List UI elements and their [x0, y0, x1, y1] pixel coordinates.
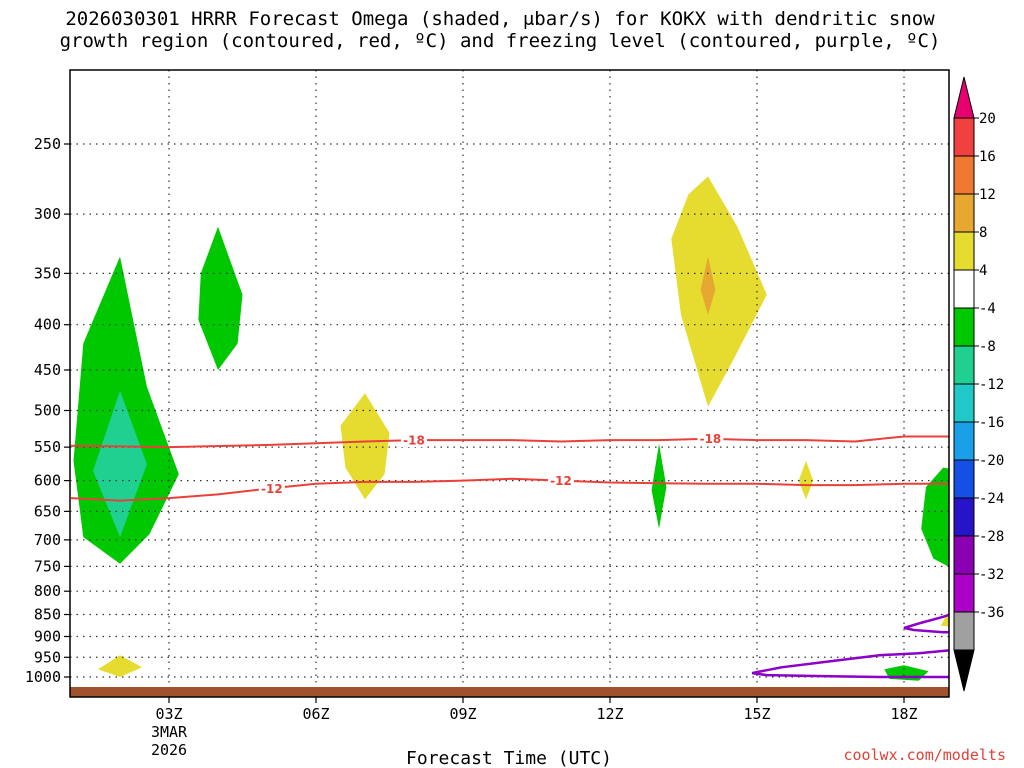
title-line-1: 2026030301 HRRR Forecast Omega (shaded, …: [65, 8, 935, 30]
x-tick-label: 15Z: [743, 705, 770, 723]
dgz-contour--12: [70, 477, 949, 502]
omega-feature-8: [700, 256, 716, 315]
colorbar-band: [953, 421, 975, 461]
colorbar-band: [953, 459, 975, 499]
colorbar-band: [953, 573, 975, 613]
y-tick-label: 450: [34, 361, 61, 379]
x-tick-label: 18Z: [890, 705, 917, 723]
colorbar-bottom-arrow: [953, 649, 975, 692]
plot-frame: [69, 69, 950, 698]
contour-label-bg: [548, 473, 574, 488]
x-axis-title: Forecast Time (UTC): [406, 748, 612, 768]
y-tick-label: 250: [34, 135, 61, 153]
contour-label-bg: [258, 481, 285, 496]
contour-label--18: -18: [700, 432, 722, 446]
omega-feature-10: [98, 655, 143, 677]
omega-feature-7: [671, 176, 767, 407]
chart-title: 2026030301 HRRR Forecast Omega (shaded, …: [0, 8, 1000, 52]
y-tick-label: 700: [34, 531, 61, 549]
colorbar-band: [953, 497, 975, 537]
colorbar-band: [953, 193, 975, 233]
omega-feature-6: [340, 393, 390, 500]
colorbar-label: -12: [979, 377, 1004, 393]
y-tick-label: 850: [34, 606, 61, 624]
contour-label--12: -12: [261, 482, 283, 496]
y-tick-label: 950: [34, 648, 61, 666]
y-axis: 250 300 350 400 450 500 550 600 650 700 750 800 850 9…: [25, 135, 70, 686]
y-tick-label: 650: [34, 502, 61, 520]
terrain-strip: [70, 687, 949, 697]
y-tick-label: 400: [34, 316, 61, 334]
y-tick-label: 750: [34, 557, 61, 575]
omega-feature-3: [651, 443, 667, 529]
y-tick-label: 300: [34, 205, 61, 223]
colorbar-band: [953, 231, 975, 271]
contour-label--18: -18: [403, 434, 425, 448]
colorbar-label: -24: [979, 491, 1004, 507]
colorbar-band: [953, 117, 975, 157]
omega-feature-11: [940, 616, 949, 627]
freezing-level-contour: [751, 613, 949, 679]
x-year-label: 2026: [151, 741, 187, 759]
y-tick-label: 500: [34, 402, 61, 420]
credit-link[interactable]: coolwx.com/modelts: [843, 746, 1006, 764]
colorbar-band: [953, 345, 975, 385]
contour-label-bg: [401, 433, 427, 448]
y-tick-label: 550: [34, 438, 61, 456]
x-tick-label: 12Z: [596, 705, 623, 723]
colorbar-label: -28: [979, 529, 1004, 545]
x-tick-label: 09Z: [449, 705, 476, 723]
x-date-label: 3MAR: [151, 723, 188, 741]
colorbar-band: [953, 269, 975, 309]
dgz-contour--18: [70, 435, 949, 449]
colorbar-label: -8: [979, 339, 996, 355]
colorbar-label: -36: [979, 605, 1004, 621]
contour-label-bg: [697, 431, 724, 446]
colorbar-band: [953, 155, 975, 195]
colorbar-label: -4: [979, 301, 996, 317]
colorbar-band: [953, 307, 975, 347]
colorbar-label: -32: [979, 567, 1004, 583]
x-tick-label: 03Z: [155, 705, 182, 723]
colorbar-top-arrow: [953, 76, 975, 119]
title-line-2: growth region (contoured, red, ºC) and f…: [59, 30, 941, 52]
colorbar-label: 8: [979, 225, 987, 241]
colorbar-band: [953, 535, 975, 575]
y-tick-label: 600: [34, 472, 61, 490]
colorbar-label: 4: [979, 263, 987, 279]
x-tick-label: 06Z: [302, 705, 329, 723]
contour-label--12: -12: [550, 474, 572, 488]
y-tick-label: 1000: [25, 668, 61, 686]
colorbar-label: -16: [979, 415, 1004, 431]
plot-area: -18 -18 -12 -12: [69, 69, 950, 698]
colorbar-label: 16: [979, 149, 996, 165]
colorbar-band: [953, 611, 975, 651]
y-tick-label: 800: [34, 582, 61, 600]
colorbar-label: 20: [979, 111, 996, 127]
colorbar: 20 16 12 8 4 -4 -8 -12 -16 -20 -24 -28 -32 -36: [953, 76, 1004, 692]
colorbar-label: -20: [979, 453, 1004, 469]
colorbar-band: [953, 383, 975, 423]
omega-feature-4: [921, 467, 949, 567]
y-tick-label: 900: [34, 627, 61, 645]
colorbar-label: 12: [979, 187, 996, 203]
omega-feature-2: [198, 226, 243, 370]
omega-feature-5: [884, 665, 929, 681]
y-tick-label: 350: [34, 264, 61, 282]
